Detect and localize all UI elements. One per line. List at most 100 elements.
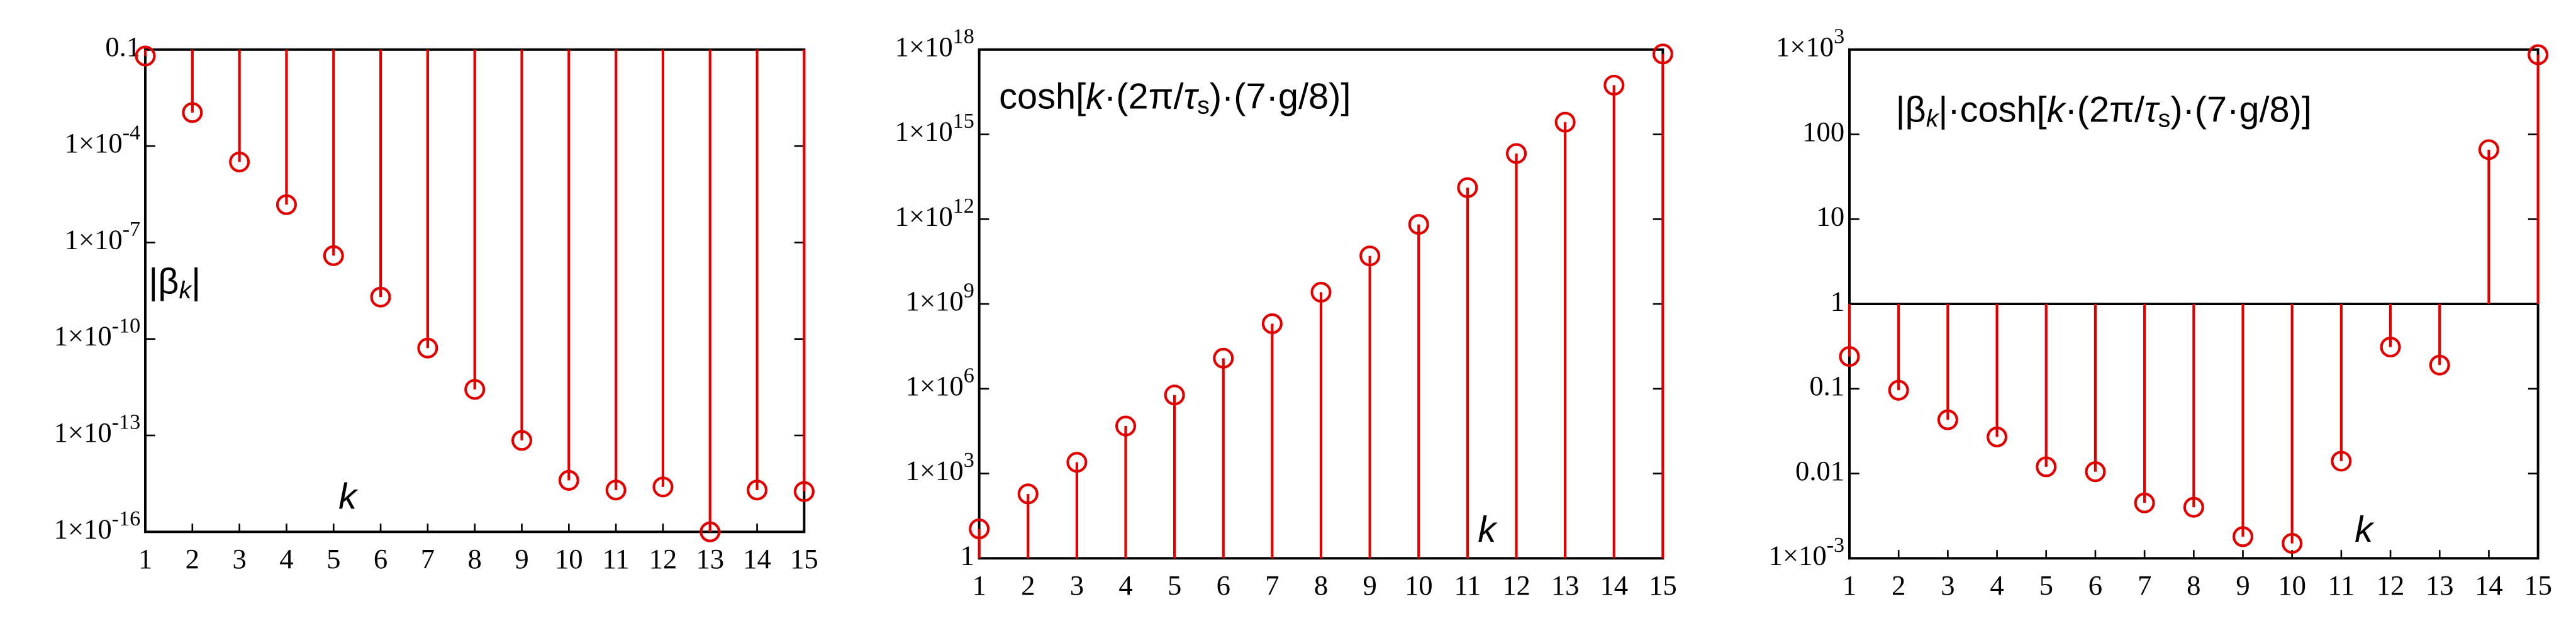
tick-exponent: 9 <box>964 279 974 303</box>
stem-marker <box>1017 483 1039 505</box>
x-tick-label: 10 <box>2278 569 2306 601</box>
x-tick-label: 10 <box>555 543 583 574</box>
y-tick-label: 1×10-16 <box>54 507 141 545</box>
y-tick-label: 0.1 <box>1809 370 1844 401</box>
stem-marker <box>1505 143 1527 164</box>
stem-marker <box>1213 347 1234 369</box>
x-tick-label: 11 <box>603 543 630 574</box>
y-tick-label: 1 <box>960 540 974 571</box>
tick-mantissa: 1×10 <box>54 417 112 448</box>
stem-marker <box>700 521 721 542</box>
y-tick-label: 1×103 <box>1776 25 1844 62</box>
stem-marker <box>1408 214 1429 235</box>
x-tick-label: 9 <box>1363 569 1376 601</box>
annotation: k <box>338 476 359 517</box>
stem-marker <box>2331 451 2352 472</box>
stem-marker <box>1839 346 1860 367</box>
tick-exponent: -4 <box>123 121 140 145</box>
tick-mantissa: 1×10 <box>895 31 953 62</box>
stem-marker <box>605 479 627 501</box>
stem-marker <box>2282 533 2303 554</box>
x-tick-label: 8 <box>2187 569 2200 601</box>
stem-marker <box>1310 281 1332 303</box>
x-tick-label: 12 <box>2377 569 2405 601</box>
x-tick-label: 14 <box>743 543 771 574</box>
x-tick-label: 15 <box>790 543 818 574</box>
stem-marker <box>793 481 815 502</box>
annotation-part: k <box>179 277 192 305</box>
y-tick-label: 1×10-13 <box>54 410 141 448</box>
annotation-part: cosh[ <box>999 77 1086 117</box>
x-tick-label: 1 <box>138 543 152 574</box>
stem-marker <box>2478 139 2499 160</box>
stem-marker <box>747 479 768 501</box>
annotation-part: k <box>2355 510 2375 550</box>
annotation-part: | <box>191 262 201 302</box>
stem-marker <box>558 469 579 491</box>
annotation-part: )·(7·g/8)] <box>1210 77 1351 117</box>
x-tick-label: 11 <box>1454 569 1481 601</box>
annotation-part: ·(2π/ <box>2065 90 2145 130</box>
x-tick-label: 3 <box>1070 569 1084 601</box>
x-tick-label: 8 <box>468 543 482 574</box>
x-tick-label: 5 <box>326 543 340 574</box>
annotation-part: k <box>1086 77 1106 117</box>
tick-exponent: 18 <box>953 25 974 48</box>
x-tick-label: 3 <box>232 543 246 574</box>
stem-marker <box>1261 313 1283 334</box>
annotation: k <box>2355 510 2375 550</box>
y-tick-label: 1×1018 <box>895 25 974 62</box>
tick-mantissa: 1×10 <box>1776 31 1834 62</box>
stem-marker <box>1359 245 1381 267</box>
stem-marker <box>182 102 203 123</box>
y-tick-label: 1×10-10 <box>54 314 141 352</box>
stem-marker <box>370 286 391 308</box>
stem-marker <box>2380 337 2401 358</box>
x-tick-label: 2 <box>186 543 199 574</box>
x-tick-label: 9 <box>2236 569 2250 601</box>
stem-marker <box>1987 426 2008 447</box>
x-tick-label: 4 <box>1990 569 2004 601</box>
stem-marker <box>2134 492 2155 513</box>
stem-marker <box>464 379 486 400</box>
tick-exponent: 15 <box>953 109 974 133</box>
stem-marker <box>1652 43 1673 65</box>
y-tick-label: 0.01 <box>1795 455 1844 486</box>
stem-marker <box>2085 461 2106 483</box>
annotation-part: s <box>1197 92 1210 120</box>
x-tick-label: 1 <box>1843 569 1856 601</box>
x-tick-label: 12 <box>649 543 677 574</box>
stem-marker <box>1937 409 1958 430</box>
tick-mantissa: 1×10 <box>65 127 123 159</box>
y-tick-label: 1×10-4 <box>65 121 141 159</box>
tick-mantissa: 1×10 <box>906 370 964 401</box>
annotation-part: k <box>338 476 359 517</box>
stem-marker <box>511 430 533 451</box>
y-tick-label: 10 <box>1817 201 1845 232</box>
tick-mantissa: 1×10 <box>1769 540 1827 571</box>
stem-marker <box>2429 354 2450 376</box>
annotation-part: |β <box>148 262 179 302</box>
x-tick-label: 2 <box>1021 569 1035 601</box>
annotation-part: τ <box>2144 90 2160 130</box>
tick-exponent: -3 <box>1827 534 1844 557</box>
stem-marker <box>417 337 438 359</box>
x-tick-label: 4 <box>1118 569 1132 601</box>
annotation: cosh[k·(2π/τs)·(7·g/8)] <box>999 77 1351 120</box>
tick-mantissa: 1×10 <box>895 116 953 147</box>
x-tick-label: 7 <box>2138 569 2151 601</box>
x-tick-label: 5 <box>2039 569 2053 601</box>
x-tick-label: 7 <box>1265 569 1279 601</box>
stem-marker <box>2528 44 2549 65</box>
stem-marker <box>1888 379 1909 401</box>
x-tick-label: 6 <box>374 543 388 574</box>
annotation-part: s <box>2158 105 2171 133</box>
annotation-part: |·cosh[ <box>1938 90 2046 130</box>
stem-marker <box>1554 111 1576 133</box>
tick-exponent: 3 <box>964 449 974 472</box>
stem-marker <box>2036 456 2057 478</box>
x-tick-label: 1 <box>972 569 986 601</box>
x-tick-label: 14 <box>2475 569 2503 601</box>
x-tick-label: 15 <box>2524 569 2552 601</box>
tick-mantissa: 1×10 <box>906 285 964 316</box>
